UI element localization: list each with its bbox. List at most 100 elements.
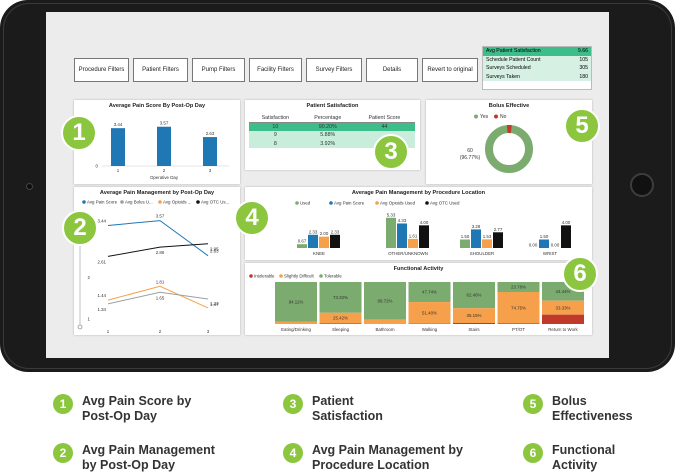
legend-label: Used: [300, 201, 311, 206]
legend-label: Avg Pain Score by Post-Op Day: [82, 394, 222, 424]
table-cell: 10: [249, 123, 302, 132]
home-button[interactable]: [630, 173, 654, 197]
bar: [297, 244, 307, 248]
legend-label: Avg Opioids Used: [380, 201, 416, 206]
stacked-segment: [498, 323, 540, 324]
stacked-segment: [542, 315, 584, 324]
legend-label: Functional Activity: [552, 443, 652, 473]
segment-value-label: 47.74%: [422, 290, 437, 295]
bar-value-label: 4.00: [420, 220, 429, 225]
y-tick-label: 2: [88, 275, 91, 280]
data-label: 1.47: [210, 302, 219, 307]
kpi-value: 180: [579, 74, 588, 80]
bar: [386, 218, 396, 248]
x-tick-label: 2: [159, 329, 162, 334]
x-tick-label: PT/OT: [512, 327, 525, 332]
x-tick-label: WRIST: [543, 251, 557, 256]
data-label: 2.86: [156, 250, 165, 255]
kpi-label: Surveys Taken: [486, 74, 520, 80]
kpi-row: Surveys Taken 180: [483, 73, 591, 82]
bar-value-label: 1.53: [483, 234, 492, 239]
legend-item-5: 5 Bolus Effectiveness: [523, 394, 652, 424]
legend-item-6: 6 Functional Activity: [523, 443, 652, 473]
data-label: 3.44: [97, 218, 106, 223]
table-cell: 8: [249, 140, 302, 149]
stacked-segment: [275, 322, 317, 324]
segment-value-label: 35.15%: [467, 313, 482, 318]
revert-to-original-button[interactable]: Revert to original: [422, 58, 478, 82]
facility-filters-button[interactable]: Facility Filters: [249, 58, 302, 82]
stacked-segment: [364, 320, 406, 324]
patient-filters-button[interactable]: Patient Filters: [133, 58, 188, 82]
bar: [482, 239, 492, 248]
legend-swatch: [196, 200, 200, 204]
legend-label: Avg Pain Management by Procedure Locatio…: [312, 443, 472, 473]
pain-management-by-location-panel[interactable]: Average Pain Management by Procedure Loc…: [245, 187, 592, 260]
bar-value-label: 0.67: [298, 239, 307, 244]
pain-management-by-postop-day-panel[interactable]: Average Pain Management by Post-Op Day A…: [74, 187, 240, 335]
y-tick-label: 1: [88, 317, 91, 322]
legend-label: Avg Pain Score: [334, 201, 365, 206]
kpi-value: 9.66: [578, 48, 588, 54]
legend-swatch: [295, 201, 299, 205]
donut-slice-yes: [489, 129, 529, 169]
legend-label: Intolerable: [254, 274, 275, 279]
details-button[interactable]: Details: [366, 58, 418, 82]
data-label: 1.65: [156, 295, 165, 300]
legend-number: 4: [283, 443, 303, 463]
legend-swatch: [279, 274, 283, 278]
kpi-value: 305: [579, 65, 588, 71]
x-tick-label: OTHER/UNKNOWN: [388, 251, 428, 256]
legend-number: 3: [283, 394, 303, 414]
bar-value-label: 1.50: [461, 234, 470, 239]
x-tick-label: 2: [163, 168, 166, 173]
x-axis-label: Operative Day: [150, 175, 179, 180]
bar: [471, 229, 481, 248]
segment-value-label: 94.11%: [289, 299, 304, 304]
camera-icon: [26, 183, 33, 190]
table-cell: 3.92%: [302, 140, 354, 149]
data-label: 2.61: [97, 259, 106, 264]
procedure-filters-button[interactable]: Procedure Filters: [74, 58, 129, 82]
legend-label: Avg Bolus U...: [125, 200, 153, 205]
segment-value-label: 62.46%: [467, 293, 482, 298]
legend-number: 2: [53, 443, 73, 463]
legend-label: Avg Opioids ...: [163, 200, 191, 205]
donut-value-label: 60: [467, 148, 473, 154]
bar-value-label: 1.61: [409, 233, 418, 238]
badge-1: 1: [61, 115, 97, 151]
kpi-label: Surveys Scheduled: [486, 65, 531, 71]
legend-swatch: [82, 200, 86, 204]
legend-label: Avg OTC Us...: [201, 200, 229, 205]
stacked-segment: [453, 323, 495, 324]
legend-label: Avg Pain Score: [87, 200, 118, 205]
segment-value-label: 33.33%: [556, 305, 571, 310]
x-tick-label: Bathroom: [375, 327, 394, 332]
data-label: 1.44: [97, 293, 106, 298]
donut-percent-label: (96.77%): [460, 155, 481, 161]
legend-item-3: 3 Patient Satisfaction: [283, 394, 402, 424]
x-tick-label: 1: [117, 168, 120, 173]
legend-swatch-yes: [474, 115, 478, 119]
legend-swatch: [120, 200, 124, 204]
badge-5: 5: [564, 108, 600, 144]
bar-value-label: 3.44: [114, 122, 123, 127]
pump-filters-button[interactable]: Pump Filters: [192, 58, 245, 82]
bar: [308, 235, 318, 248]
legend-number: 6: [523, 443, 543, 463]
table-cell: 44: [354, 123, 415, 132]
table-header: Percentage: [302, 114, 354, 123]
bar-value-label: 4.33: [398, 218, 407, 223]
survey-filters-button[interactable]: Survey Filters: [306, 58, 362, 82]
legend-item-4: 4 Avg Pain Management by Procedure Locat…: [283, 443, 472, 473]
data-label: 2.95: [210, 247, 219, 252]
legend-swatch: [375, 201, 379, 205]
table-row[interactable]: 10 90.20% 44: [249, 123, 415, 132]
